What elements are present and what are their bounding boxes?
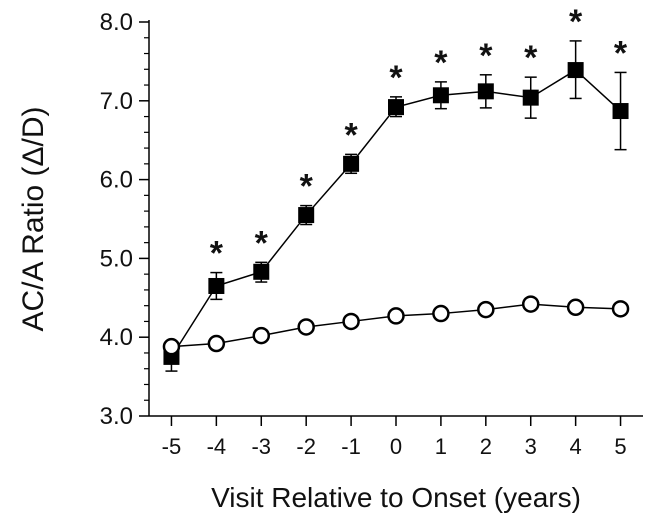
data-point-circle: [432, 304, 450, 323]
significance-asterisk: *: [344, 116, 358, 154]
y-tick-label: 7.0: [100, 88, 133, 115]
x-tick-label: 0: [390, 434, 402, 459]
data-point-square: [612, 103, 629, 120]
data-point-circle: [611, 300, 630, 318]
significance-annotations-layer: * * * * * * * * * *: [210, 3, 628, 273]
x-tick-label: -3: [251, 434, 271, 459]
data-point-circle: [252, 326, 271, 345]
axis-labels-layer: Visit Relative to Onset (years) AC/A Rat…: [17, 106, 581, 513]
data-point-circle: [297, 318, 315, 336]
significance-asterisk: *: [389, 59, 403, 97]
y-axis-label: AC/A Ratio (Δ/D): [17, 106, 50, 331]
x-tick-label: 1: [435, 434, 447, 459]
data-point-square: [477, 83, 494, 100]
y-tick-label: 4.0: [100, 324, 133, 351]
data-point-square: [298, 207, 315, 224]
y-tick-label: 3.0: [100, 403, 133, 430]
x-tick-label: 5: [614, 434, 626, 459]
significance-asterisk: *: [524, 39, 538, 77]
x-tick-label: -1: [341, 434, 361, 459]
data-point-square: [567, 62, 584, 79]
axes-layer: 3.0 4.0 5.0 6.0 7.0 8.0 -5 -4 -3 -2 -1 0 1 2 3 4 5: [100, 9, 643, 459]
significance-asterisk: *: [255, 224, 269, 262]
x-tick-label: -4: [207, 434, 227, 459]
significance-asterisk: *: [479, 37, 493, 75]
markers-layer: [162, 62, 630, 365]
data-point-square: [388, 99, 404, 116]
x-tick-label: -5: [162, 434, 182, 459]
data-point-circle: [162, 337, 181, 356]
x-tick-label: -2: [296, 434, 316, 459]
data-point-circle: [342, 312, 360, 331]
significance-asterisk: *: [569, 3, 583, 41]
y-tick-label: 5.0: [100, 245, 133, 272]
significance-asterisk: *: [210, 235, 224, 273]
data-point-square: [522, 89, 539, 106]
y-tick-label: 6.0: [100, 167, 133, 194]
data-point-square: [253, 263, 270, 280]
data-point-circle: [387, 307, 405, 325]
significance-asterisk: *: [434, 44, 448, 82]
x-tick-label: 3: [525, 434, 537, 459]
data-point-circle: [207, 334, 226, 353]
data-point-square: [343, 155, 360, 172]
data-point-circle: [477, 300, 495, 319]
data-point-circle: [521, 295, 540, 313]
x-tick-label: 2: [480, 434, 492, 459]
x-axis-label: Visit Relative to Onset (years): [211, 482, 581, 513]
data-point-square: [432, 87, 449, 104]
significance-asterisk: *: [300, 168, 314, 206]
x-tick-label: 4: [570, 434, 582, 459]
data-point-circle: [566, 298, 585, 317]
significance-asterisk: *: [614, 34, 628, 72]
y-tick-label: 8.0: [100, 9, 133, 36]
data-point-square: [208, 277, 225, 294]
